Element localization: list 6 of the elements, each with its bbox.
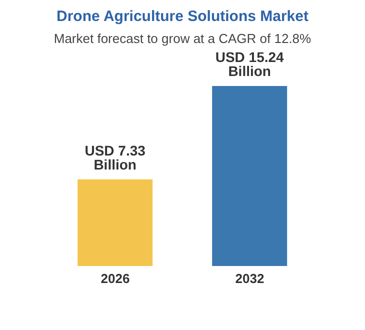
data-label: USD 15.24 Billion <box>215 49 284 79</box>
data-label: USD 7.33 Billion <box>84 142 146 172</box>
x-tick-label: 2026 <box>100 271 130 286</box>
x-tick-label: 2032 <box>235 271 264 286</box>
chart-title: Drone Agriculture Solutions Market <box>56 8 310 25</box>
chart-subtitle: Market forecast to grow at a CAGR of 12.8% <box>52 31 312 46</box>
